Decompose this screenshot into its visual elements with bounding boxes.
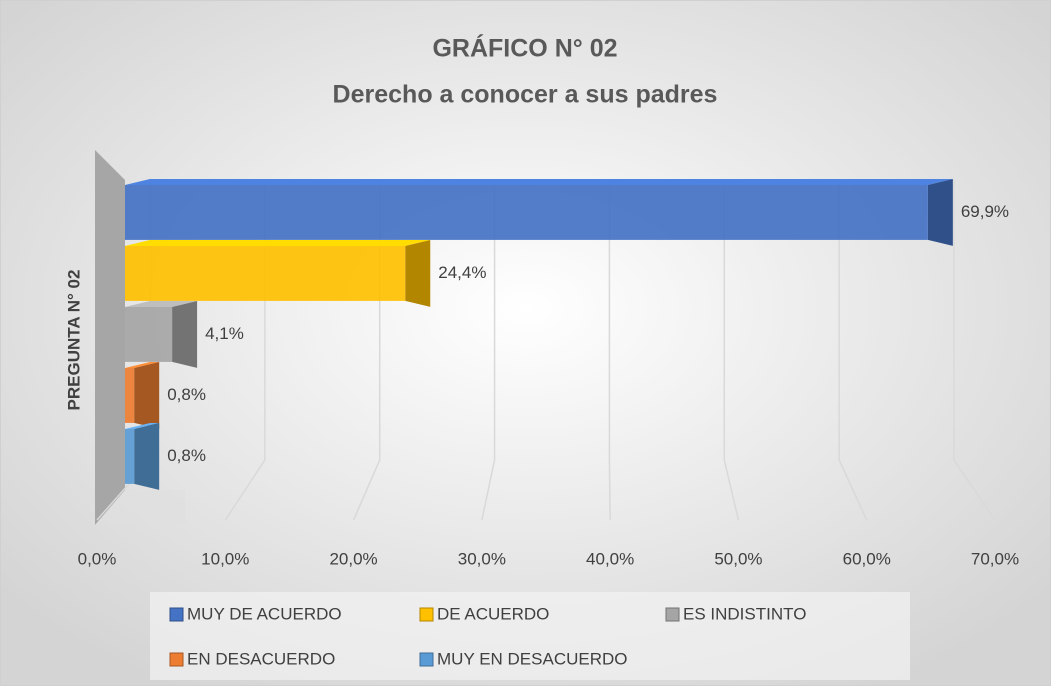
category-label: PREGUNTA N° 02: [64, 270, 83, 411]
legend-swatch: [419, 652, 434, 667]
floor: [95, 490, 185, 525]
value-label: 0,8%: [167, 385, 206, 404]
bar: [125, 185, 928, 240]
x-tick-label: 50,0%: [714, 549, 762, 568]
x-tick-label: 20,0%: [329, 549, 377, 568]
legend-label: DE ACUERDO: [437, 604, 549, 623]
legend-swatch: [665, 607, 680, 622]
value-label: 0,8%: [167, 446, 206, 465]
bar-side: [172, 301, 198, 368]
value-label: 4,1%: [205, 324, 244, 343]
bar-side: [927, 179, 953, 246]
bar: [125, 246, 406, 301]
grid-line: [838, 180, 868, 521]
chart-title: GRÁFICO N° 02: [432, 34, 617, 63]
x-tick-label: 40,0%: [586, 549, 634, 568]
grid-line: [723, 180, 740, 521]
value-label: 69,9%: [961, 202, 1009, 221]
x-tick-label: 30,0%: [458, 549, 506, 568]
legend-swatch: [419, 607, 434, 622]
grid-line: [481, 180, 496, 521]
grid-line: [953, 180, 996, 521]
x-tick-label: 10,0%: [201, 549, 249, 568]
legend-label: MUY DE ACUERDO: [187, 604, 342, 623]
bar-side: [134, 423, 160, 490]
bar: [125, 368, 135, 423]
legend-swatch: [169, 607, 184, 622]
legend-box: [150, 592, 910, 680]
bar-top: [125, 423, 160, 429]
bar: [125, 307, 173, 362]
value-label: 24,4%: [438, 263, 486, 282]
chart-subtitle: Derecho a conocer a sus padres: [333, 81, 718, 109]
legend-label: MUY EN DESACUERDO: [437, 649, 628, 668]
legend-label: EN DESACUERDO: [187, 649, 335, 668]
bar-top: [125, 301, 198, 307]
bar-side: [405, 240, 431, 307]
x-tick-label: 0,0%: [78, 549, 117, 568]
bar: [125, 429, 135, 484]
bar-side: [134, 362, 160, 429]
grid-line: [608, 180, 611, 521]
x-tick-label: 60,0%: [843, 549, 891, 568]
bar-top: [125, 362, 160, 368]
back-wall: [95, 150, 125, 525]
x-tick-label: 70,0%: [971, 549, 1019, 568]
legend-swatch: [169, 652, 184, 667]
legend-label: ES INDISTINTO: [683, 604, 806, 623]
bar-top: [125, 240, 431, 246]
bar-top: [125, 179, 953, 185]
